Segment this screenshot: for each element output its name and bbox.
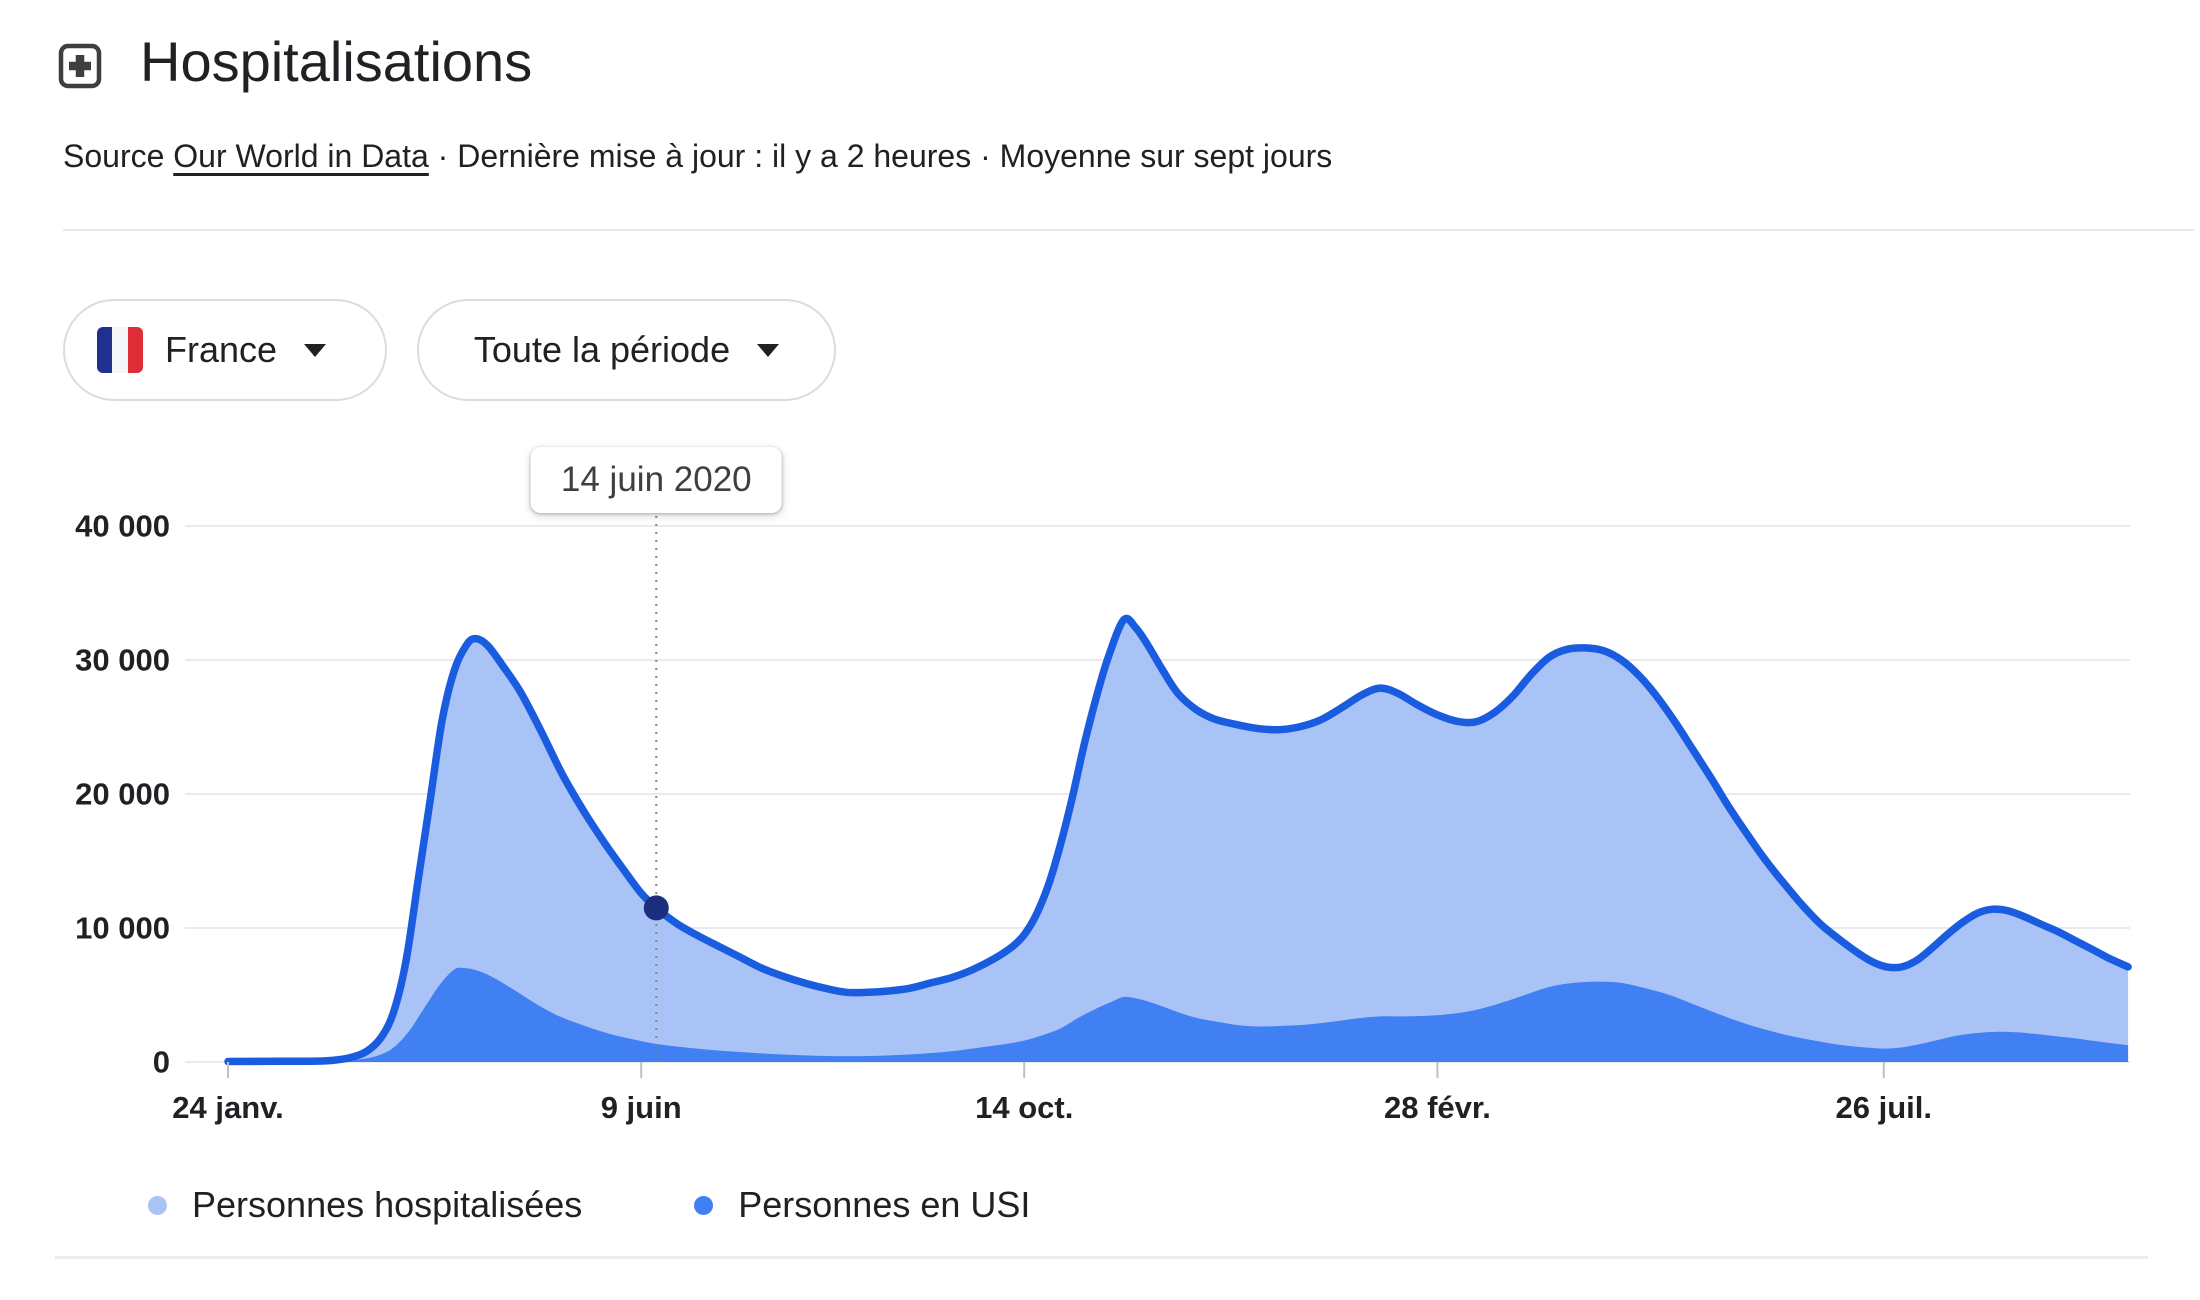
- page-title: Hospitalisations: [140, 30, 533, 93]
- legend-label-icu: Personnes en USI: [738, 1184, 1031, 1225]
- x-axis-label: 24 janv.: [172, 1090, 283, 1125]
- source-meta: · Dernière mise à jour : il y a 2 heures…: [428, 138, 1333, 174]
- hospitalized-line: [224, 614, 2132, 1066]
- x-axis-label: 14 oct.: [975, 1090, 1073, 1125]
- date-tooltip: 14 juin 2020: [530, 447, 782, 513]
- chart-legend: Personnes hospitalisées Personnes en USI: [148, 1184, 1030, 1226]
- y-axis-label: 0: [153, 1045, 170, 1080]
- tooltip-date-label: 14 juin 2020: [560, 460, 752, 499]
- legend-dot-hospitalized: [148, 1195, 167, 1215]
- x-axis-label: 9 juin: [601, 1090, 682, 1125]
- legend-item-icu[interactable]: Personnes en USI: [694, 1184, 1030, 1226]
- chevron-down-icon: [304, 343, 327, 357]
- source-prefix: Source: [63, 138, 174, 174]
- hospital-plus-icon: [58, 43, 102, 89]
- bottom-divider: [55, 1256, 2148, 1259]
- chevron-down-icon: [757, 343, 780, 357]
- source-link[interactable]: Our World in Data: [173, 138, 429, 174]
- x-axis-label: 26 juil.: [1836, 1090, 1932, 1125]
- legend-item-hospitalized[interactable]: Personnes hospitalisées: [148, 1184, 582, 1226]
- x-axis-label: 28 févr.: [1384, 1090, 1491, 1125]
- icu-area: [228, 967, 2129, 1062]
- legend-label-hospitalized: Personnes hospitalisées: [192, 1184, 583, 1225]
- highlight-dot: [643, 895, 669, 921]
- y-axis-label: 20 000: [75, 777, 170, 812]
- period-dropdown[interactable]: Toute la période: [417, 299, 836, 401]
- country-dropdown[interactable]: France: [63, 299, 387, 401]
- y-axis-label: 30 000: [75, 643, 170, 678]
- top-divider: [63, 229, 2194, 231]
- country-dropdown-label: France: [165, 329, 278, 370]
- period-dropdown-label: Toute la période: [473, 329, 731, 370]
- y-axis-label: 10 000: [75, 911, 170, 946]
- hospitalized-area: [228, 618, 2129, 1062]
- legend-dot-icu: [694, 1195, 714, 1215]
- france-flag-icon: [97, 327, 143, 373]
- source-line: Source Our World in Data · Dernière mise…: [63, 138, 1332, 175]
- y-axis-label: 40 000: [75, 509, 170, 544]
